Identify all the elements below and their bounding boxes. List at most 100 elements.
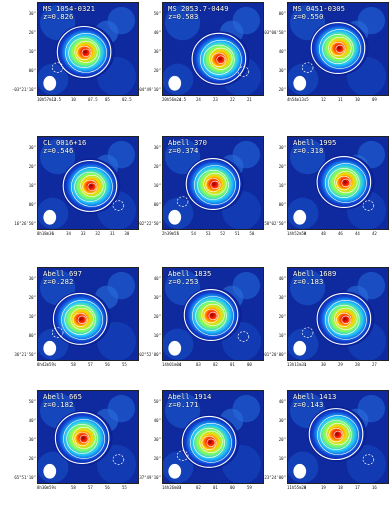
cluster-map: [38, 137, 138, 229]
dec-tick-label: 00": [153, 202, 161, 207]
ra-tick-label: 53: [205, 231, 211, 236]
cluster-panel: MS 2053.7-0449 z=0.583: [162, 2, 264, 96]
dec-tick-label: 40": [278, 49, 286, 54]
ra-tick-label: s: [304, 362, 307, 367]
cluster-name: Abell 1413: [293, 392, 337, 401]
cluster-name: Abell 665: [43, 392, 82, 401]
ra-tick-label: 57: [88, 485, 93, 490]
dec-tick-label: 02°52'00": [139, 352, 161, 357]
ra-tick-label: 14h01m04: [162, 362, 182, 367]
cluster-panel: CL 0016+16 z=0.546: [37, 136, 139, 230]
dec-tick-label: 30": [278, 68, 286, 73]
dec-tick-label: -03°21'10": [11, 87, 36, 92]
cluster-redshift: z=0.182: [43, 400, 74, 410]
cluster-redshift: z=0.171: [168, 400, 199, 410]
dec-tick-label: 10": [278, 183, 286, 188]
ra-tick-label: 8h42m59: [37, 362, 54, 367]
dec-tick-label: 40": [153, 418, 161, 423]
ra-tick-label: s: [179, 97, 182, 102]
ra-tick-label: 09: [372, 97, 377, 102]
ra-tick-label: 31: [109, 231, 115, 236]
dec-tick-label: 40": [153, 30, 161, 35]
ra-tick-label: 01: [230, 362, 235, 367]
ra-tick-label: 42: [372, 231, 377, 236]
ra-tick-label: 03: [196, 362, 201, 367]
ra-tick-label: 22: [230, 97, 235, 102]
dec-tick-label: 30": [28, 145, 36, 150]
cluster-name: Abell 1914: [168, 392, 212, 401]
cluster-map: [288, 3, 388, 95]
cluster-name: Abell 1995: [293, 138, 337, 147]
cluster-name: MS 0451-0305: [293, 4, 345, 13]
ra-tick-label: s: [54, 362, 57, 367]
cluster-map: [163, 391, 263, 483]
cluster-redshift: z=0.183: [293, 277, 324, 287]
cluster-label: MS 0451-0305 z=0.550: [293, 4, 345, 22]
ra-tick-label: s: [304, 485, 307, 490]
cluster-panel: Abell 1413 z=0.143: [287, 390, 389, 484]
dec-tick-label: 30": [153, 49, 161, 54]
dec-tick-label: 37°49'10": [139, 475, 161, 480]
dec-tick-label: 30": [278, 295, 286, 300]
ra-tick-label: 10: [355, 97, 360, 102]
dec-tick-label: 16°26'50": [14, 221, 36, 226]
ra-tick-label: s: [304, 97, 307, 102]
cluster-panel: Abell 1995 z=0.318: [287, 136, 389, 230]
cluster-redshift: z=0.143: [293, 400, 324, 410]
cluster-panel: Abell 370 z=0.374: [162, 136, 264, 230]
dec-tick-label: 20": [278, 437, 286, 442]
ra-tick-label: 48: [321, 231, 326, 236]
cluster-map: [288, 268, 388, 360]
ra-tick-label: 00: [247, 362, 252, 367]
dec-tick-label: 10": [278, 456, 286, 461]
cluster-panel: Abell 1914 z=0.171: [162, 390, 264, 484]
dec-tick-label: 20": [28, 456, 36, 461]
dec-tick-label: 10": [28, 49, 36, 54]
dec-tick-label: 40": [278, 276, 286, 281]
ra-tick-label: 55: [122, 362, 127, 367]
cluster-name: MS 2053.7-0449: [168, 4, 229, 13]
cluster-label: Abell 665 z=0.182: [43, 392, 82, 410]
ra-tick-label: 20h56m24.5: [162, 97, 187, 102]
dec-tick-label: 20": [153, 164, 161, 169]
cluster-label: MS 2053.7-0449 z=0.583: [168, 4, 229, 22]
ra-tick-label: 11h55m20: [287, 485, 307, 490]
cluster-label: Abell 1914 z=0.171: [168, 392, 212, 410]
cluster-label: CL 0016+16 z=0.546: [43, 138, 86, 156]
cluster-label: Abell 697 z=0.282: [43, 269, 82, 287]
ra-tick-label: 17: [355, 485, 360, 490]
cluster-map: [288, 391, 388, 483]
dec-tick-label: 30": [153, 145, 161, 150]
dec-tick-label: 36°21'50": [14, 352, 36, 357]
ra-tick-label: 27: [372, 362, 377, 367]
ra-tick-label: 59: [247, 485, 252, 490]
dec-tick-label: 00": [278, 11, 286, 16]
ra-tick-label: 56: [105, 362, 110, 367]
ra-tick-label: s: [304, 231, 307, 236]
cluster-panel: MS 0451-0305 z=0.550: [287, 2, 389, 96]
dec-tick-label: 20": [153, 456, 161, 461]
dec-tick-label: -01°20'00": [261, 352, 286, 357]
dec-tick-label: 30": [28, 276, 36, 281]
ra-tick-label: 50: [249, 231, 255, 236]
ra-tick-label: 34: [66, 231, 71, 236]
cluster-panel: Abell 665 z=0.182: [37, 390, 139, 484]
ra-tick-label: 19: [321, 485, 326, 490]
dec-tick-label: 20": [153, 68, 161, 73]
cluster-map: [163, 137, 263, 229]
cluster-label: MS 1054-0321 z=0.826: [43, 4, 95, 22]
ra-tick-label: 23: [213, 97, 218, 102]
dec-tick-label: 50": [153, 11, 161, 16]
dec-tick-label: 10": [153, 333, 161, 338]
cluster-label: Abell 1689 z=0.183: [293, 269, 336, 287]
cluster-label: Abell 1995 z=0.318: [293, 138, 337, 156]
dec-tick-label: 50": [28, 399, 36, 404]
cluster-redshift: z=0.546: [43, 146, 74, 156]
dec-tick-label: 23°24'00": [264, 475, 286, 480]
ra-tick-label: 05: [105, 97, 110, 102]
dec-tick-label: 20": [278, 87, 286, 92]
cluster-label: Abell 370 z=0.374: [168, 138, 207, 156]
cluster-redshift: z=0.253: [168, 277, 199, 287]
dec-tick-label: 10": [278, 333, 286, 338]
ra-tick-label: 51: [234, 231, 240, 236]
